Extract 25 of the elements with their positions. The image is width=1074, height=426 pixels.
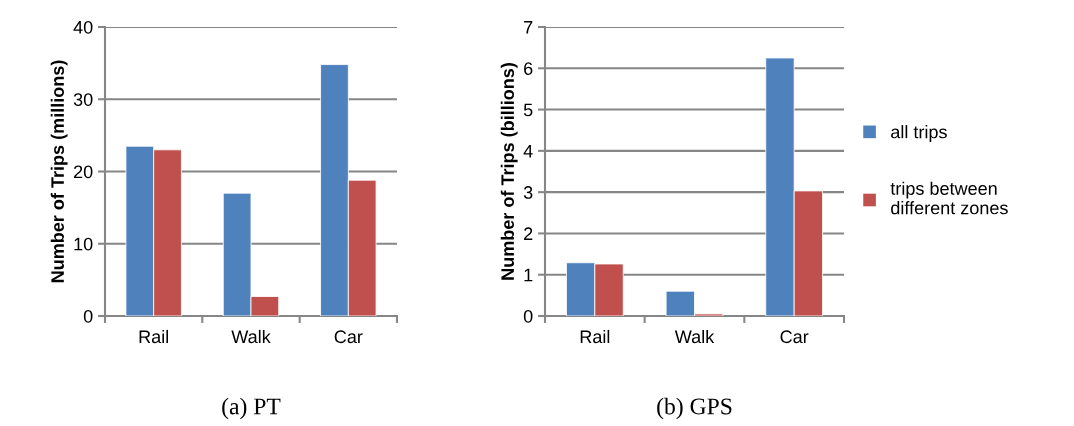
y-tick-label: 3: [523, 186, 533, 199]
text: (a) PT: [222, 397, 281, 420]
y-tick-label: 10: [74, 237, 93, 251]
legend-label: trips between different zones: [890, 181, 1008, 215]
y-tick-label: 40: [73, 20, 93, 34]
y-tick-label: 0: [523, 309, 533, 323]
x-tick-label: Rail: [580, 329, 610, 344]
y-tick-label: 30: [73, 93, 93, 106]
x-tick-label: Car: [334, 330, 363, 344]
x-tick-label: Walk: [231, 329, 271, 344]
text: (b) GPS: [657, 397, 732, 420]
x-tick-label: Car: [780, 330, 809, 344]
x-tick-label: Walk: [674, 329, 715, 344]
y-tick-label: 20: [74, 165, 93, 179]
y-tick-label: 1: [524, 268, 533, 282]
y-tick-label: 7: [524, 21, 533, 34]
y-axis-title: Number of Trips (billions): [500, 63, 518, 280]
y-tick-label: 4: [523, 144, 533, 158]
x-tick-label: Rail: [139, 329, 169, 344]
y-tick-label: 0: [83, 309, 93, 323]
legend-label: all trips: [891, 125, 947, 142]
y-tick-label: 5: [523, 103, 533, 117]
y-tick-label: 6: [524, 62, 533, 76]
y-axis-title: Number of Trips (millions): [50, 60, 68, 283]
y-tick-label: 2: [524, 227, 533, 240]
